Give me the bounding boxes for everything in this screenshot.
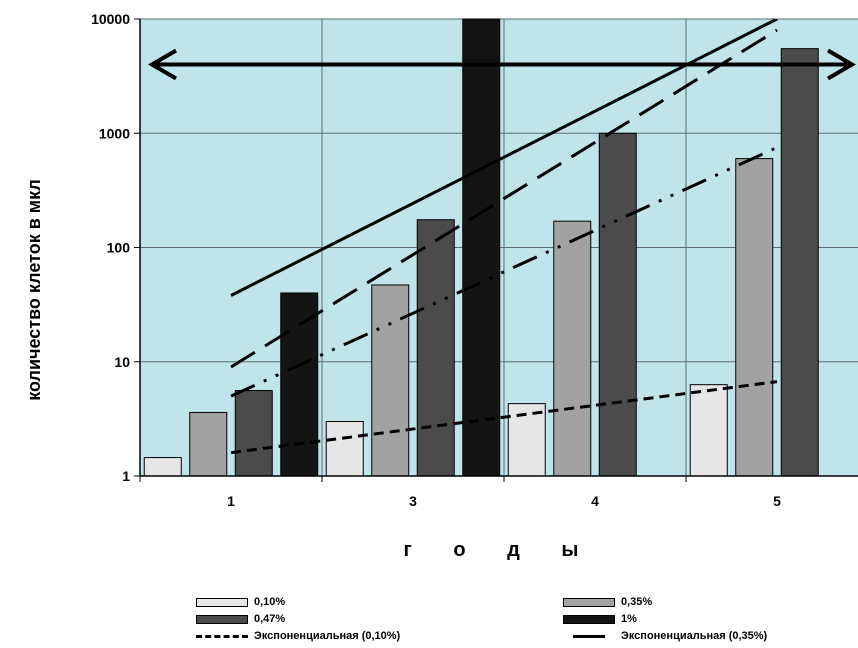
y-axis-title: количество клеток в мкл (24, 179, 44, 401)
bar (280, 292, 319, 477)
x-tick-label: 5 (773, 493, 781, 509)
y-tick-label: 100 (107, 240, 131, 256)
y-tick-label: 1000 (99, 125, 130, 141)
legend-item-trend-0-10: Экспоненциальная (0,10%) (196, 629, 400, 643)
bar (416, 219, 455, 477)
bar (462, 18, 501, 477)
range-arrow-right-head (826, 48, 856, 81)
legend-swatch (196, 597, 248, 607)
bar (689, 384, 728, 477)
legend-item-trend-0-35: Экспоненциальная (0,35%) (563, 629, 767, 643)
legend-label: Экспоненциальная (0,35%) (621, 630, 768, 642)
legend-label: Экспоненциальная (0,10%) (254, 630, 401, 642)
bar (780, 48, 819, 477)
bar (189, 411, 228, 477)
y-tick-label: 10 (114, 354, 130, 370)
bar (371, 284, 410, 477)
legend-item-0-35: 0,35% (563, 595, 652, 609)
bar (507, 403, 546, 477)
legend-item-0-10: 0,10% (196, 595, 285, 609)
legend-line (573, 634, 605, 638)
trendline (230, 380, 778, 455)
trendline-extra (230, 146, 778, 398)
legend-label: 1% (621, 613, 637, 625)
legend-item-0-47: 0,47% (196, 612, 285, 626)
x-axis-title: г о д ы (404, 539, 597, 561)
y-tick-label: 1 (122, 468, 130, 484)
range-arrow-left-head (148, 48, 178, 81)
bar (325, 420, 364, 477)
trendline-extra (230, 28, 778, 369)
plot-area: 1 10 100 1000 10000 1 3 4 5 (91, 11, 858, 509)
legend-label: 0,35% (621, 596, 653, 608)
bar (143, 457, 182, 477)
bar (234, 390, 273, 477)
x-tick-label: 4 (591, 493, 599, 509)
bar (553, 220, 592, 477)
legend-swatch (563, 597, 615, 607)
legend-swatch (196, 614, 248, 624)
legend-line (196, 634, 248, 638)
x-tick-label: 1 (227, 493, 235, 509)
legend-item-1: 1% (563, 612, 637, 626)
legend-label: 0,47% (254, 613, 286, 625)
bar (735, 158, 774, 477)
legend-swatch (563, 614, 615, 624)
x-tick-label: 3 (409, 493, 417, 509)
legend-label: 0,10% (254, 596, 286, 608)
y-tick-label: 10000 (91, 11, 130, 27)
bar (598, 132, 637, 477)
